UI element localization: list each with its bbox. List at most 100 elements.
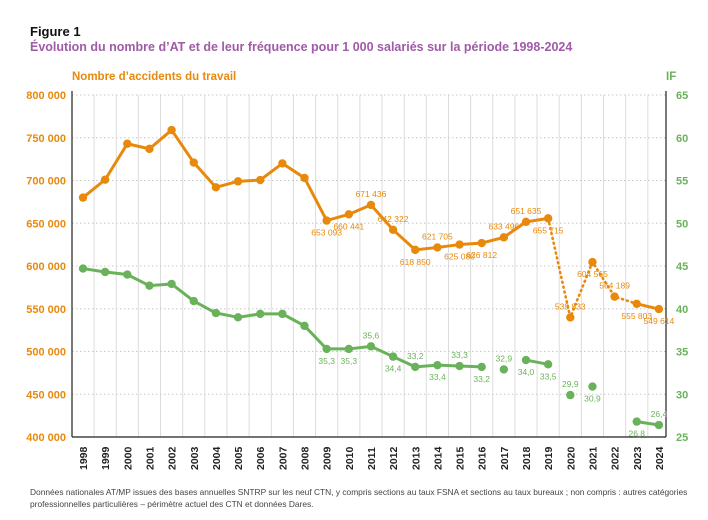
if-data-point	[388, 352, 398, 361]
accidents-data-point	[543, 214, 553, 223]
accidents-data-point	[278, 159, 287, 168]
accidents-data-point	[100, 175, 110, 184]
figure-label: Figure 1	[30, 24, 81, 39]
if-data-label: 33,3	[451, 350, 468, 360]
x-tick-label: 2006	[255, 446, 267, 470]
right-axis-tick-label: 65	[676, 90, 688, 102]
accidents-data-label: 621 705	[422, 231, 453, 241]
x-tick-label: 2003	[189, 446, 201, 470]
x-tick-label: 2023	[632, 446, 644, 470]
x-tick-label: 2004	[211, 446, 223, 470]
accidents-data-point	[123, 139, 132, 148]
x-tick-label: 2002	[167, 446, 179, 470]
x-tick-label: 2022	[610, 446, 622, 470]
accidents-data-point	[455, 240, 464, 249]
accidents-data-point	[521, 217, 531, 227]
accidents-data-point	[145, 144, 154, 154]
if-data-label: 35,6	[363, 330, 380, 340]
accidents-data-label: 633 496	[488, 221, 519, 231]
left-axis-tick-label: 500 000	[26, 347, 66, 359]
if-data-label: 34,4	[385, 364, 402, 374]
if-data-label: 29,9	[562, 379, 579, 389]
x-tick-label: 2005	[233, 446, 245, 470]
x-tick-label: 2009	[322, 446, 334, 470]
accidents-data-point	[632, 299, 641, 308]
right-axis-tick-label: 40	[676, 304, 688, 316]
accidents-data-point	[167, 125, 176, 135]
right-axis-tick-label: 50	[676, 218, 688, 230]
x-tick-label: 2021	[587, 446, 599, 470]
accidents-data-point	[300, 173, 309, 183]
accidents-data-label: 642 322	[378, 214, 409, 224]
left-axis-tick-label: 750 000	[26, 133, 66, 145]
x-tick-label: 2018	[521, 446, 533, 470]
if-data-point	[100, 267, 110, 277]
if-data-label: 32,9	[496, 353, 513, 363]
x-tick-label: 2010	[344, 446, 356, 470]
right-axis-tick-label: 55	[676, 176, 688, 188]
if-data-point	[167, 279, 176, 289]
x-tick-label: 2016	[477, 446, 489, 470]
left-axis-tick-label: 400 000	[26, 432, 66, 444]
x-tick-label: 2012	[388, 446, 400, 470]
if-data-label: 35,3	[318, 356, 335, 366]
accidents-data-label: 564 189	[599, 281, 630, 291]
if-data-point	[344, 344, 353, 354]
if-data-label: 26,8	[628, 429, 645, 439]
accidents-data-point	[388, 225, 398, 235]
left-axis-tick-label: 600 000	[26, 261, 66, 273]
x-tick-label: 2015	[455, 446, 467, 470]
if-data-point	[521, 355, 531, 365]
if-data-label: 26,4	[651, 409, 668, 419]
if-data-point	[632, 417, 641, 426]
if-data-point	[543, 360, 553, 369]
accidents-data-point	[256, 175, 265, 185]
if-data-point	[566, 390, 575, 400]
accidents-data-label: 549 614	[644, 316, 675, 326]
if-data-label: 33,2	[407, 351, 424, 361]
right-axis-tick-label: 25	[676, 432, 688, 444]
if-data-label: 33,2	[473, 374, 490, 384]
x-tick-label: 2000	[122, 446, 134, 470]
if-data-point	[256, 309, 265, 319]
accidents-series-line	[82, 128, 549, 252]
right-axis-tick-label: 45	[676, 261, 688, 273]
accidents-data-point	[322, 216, 331, 225]
if-data-point	[233, 313, 243, 322]
if-data-point	[366, 342, 376, 351]
if-data-label: 33,4	[429, 372, 446, 382]
accidents-data-label: 655 715	[533, 225, 564, 235]
accidents-data-point	[566, 313, 575, 322]
right-axis-tick-label: 30	[676, 389, 688, 401]
x-tick-label: 1998	[78, 446, 90, 470]
accidents-data-label: 618 850	[400, 257, 431, 267]
left-axis-tick-label: 800 000	[26, 90, 66, 102]
if-data-point	[433, 360, 442, 370]
left-axis-tick-label: 700 000	[26, 176, 66, 188]
chart-title: Évolution du nombre d’AT et de leur fréq…	[30, 40, 573, 54]
left-axis-tick-label: 450 000	[26, 389, 66, 401]
x-tick-label: 2011	[366, 447, 378, 470]
accidents-data-point	[588, 257, 597, 267]
accidents-data-label: 671 436	[356, 189, 387, 199]
accidents-data-label: 555 803	[621, 311, 652, 321]
if-data-point	[411, 362, 420, 372]
if-data-label: 33,5	[540, 371, 557, 381]
footnote: Données nationales AT/MP issues des base…	[30, 487, 688, 509]
if-data-label: 34,0	[518, 367, 535, 377]
accidents-data-label: 625 080	[444, 252, 475, 262]
if-data-point	[189, 296, 198, 306]
accidents-data-point	[211, 183, 221, 192]
left-axis-title: Nombre d’accidents du travail	[72, 71, 236, 83]
x-tick-label: 1999	[100, 446, 112, 470]
if-data-point	[477, 362, 486, 372]
accidents-data-label: 651 635	[511, 206, 542, 216]
accidents-data-label: 539 833	[555, 301, 586, 311]
if-data-point	[145, 281, 154, 290]
left-axis-tick-label: 550 000	[26, 304, 66, 316]
if-data-point	[654, 420, 664, 430]
accidents-data-point	[344, 210, 353, 219]
right-axis-tick-label: 35	[676, 347, 688, 359]
x-tick-label: 2007	[277, 446, 289, 470]
right-axis-title: IF	[666, 71, 676, 83]
